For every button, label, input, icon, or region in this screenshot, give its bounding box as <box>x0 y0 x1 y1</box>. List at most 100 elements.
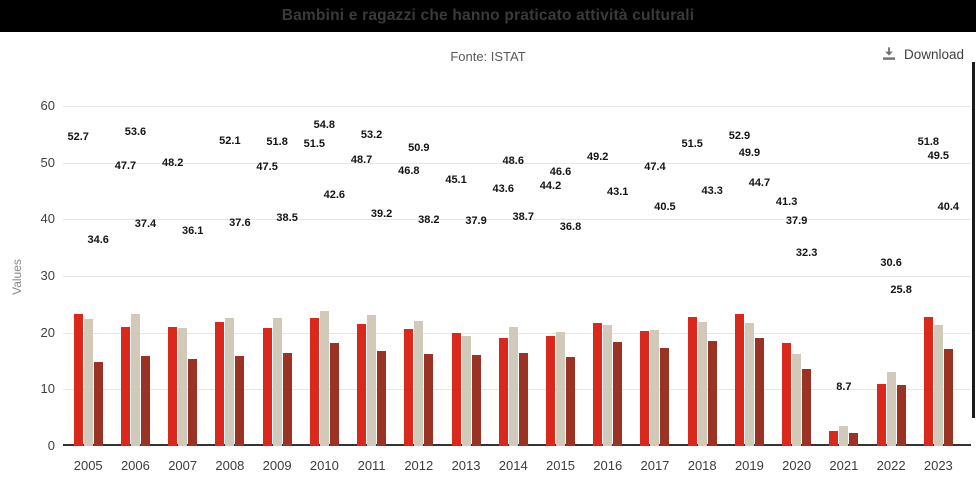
bar-series-red-2018[interactable] <box>687 316 697 446</box>
x-tick-label: 2015 <box>546 458 575 473</box>
data-label: 37.6 <box>229 216 251 229</box>
x-tick-label: 2011 <box>357 458 386 473</box>
bar-series-dark-red-2019[interactable] <box>754 338 764 446</box>
bar-series-red-2021[interactable] <box>829 431 839 446</box>
bar-series-beige-2017[interactable] <box>650 329 660 446</box>
x-tick-label: 2021 <box>829 458 859 473</box>
bar-series-beige-2019[interactable] <box>744 323 754 446</box>
data-label: 38.2 <box>418 213 440 226</box>
bar-series-dark-red-2007[interactable] <box>188 359 198 446</box>
data-label: 37.9 <box>785 215 808 228</box>
x-tick-label: 2018 <box>687 458 717 473</box>
y-tick-label: 60 <box>40 98 55 113</box>
bar-series-red-2009[interactable] <box>262 328 272 446</box>
data-label: 36.8 <box>559 221 582 234</box>
x-tick-label: 2022 <box>876 458 906 473</box>
bar-series-red-2017[interactable] <box>640 330 650 446</box>
bar-series-beige-2010[interactable] <box>319 311 329 446</box>
bar-series-dark-red-2009[interactable] <box>282 353 292 446</box>
x-tick-label: 2020 <box>782 458 812 473</box>
data-label: 52.7 <box>67 131 89 144</box>
bar-series-red-2020[interactable] <box>782 342 792 446</box>
bar-series-red-2012[interactable] <box>404 329 414 446</box>
gridline-50 <box>63 162 971 164</box>
bar-series-dark-red-2011[interactable] <box>377 350 387 446</box>
bar-series-dark-red-2005[interactable] <box>93 362 103 446</box>
bar-series-red-2014[interactable] <box>498 337 508 446</box>
data-label: 46.8 <box>398 164 420 177</box>
x-tick-label: 2010 <box>309 458 339 473</box>
data-label: 51.8 <box>266 136 288 149</box>
data-label: 47.7 <box>114 159 137 172</box>
bar-series-red-2007[interactable] <box>168 327 178 446</box>
data-label: 38.7 <box>512 210 534 223</box>
gridline-40 <box>63 219 971 221</box>
bar-series-dark-red-2021[interactable] <box>849 432 859 446</box>
bar-series-dark-red-2017[interactable] <box>660 347 670 446</box>
bar-series-beige-2023[interactable] <box>933 325 943 446</box>
x-tick-label: 2014 <box>498 458 528 473</box>
bar-series-beige-2021[interactable] <box>839 426 849 446</box>
bar-series-dark-red-2006[interactable] <box>140 355 150 446</box>
bar-series-red-2016[interactable] <box>593 323 603 446</box>
x-tick-label: 2007 <box>168 458 198 473</box>
bar-series-dark-red-2010[interactable] <box>329 342 339 446</box>
bar-series-beige-2014[interactable] <box>508 327 518 446</box>
bar-series-beige-2011[interactable] <box>367 315 377 446</box>
download-button[interactable]: Download <box>875 42 970 66</box>
data-label: 44.2 <box>539 179 562 192</box>
scrollbar[interactable] <box>972 62 975 418</box>
bar-series-beige-2013[interactable] <box>461 336 471 446</box>
download-label: Download <box>903 46 964 62</box>
bar-series-dark-red-2016[interactable] <box>613 342 623 446</box>
bar-series-red-2013[interactable] <box>451 333 461 446</box>
bar-series-red-2008[interactable] <box>215 321 225 446</box>
data-label: 43.3 <box>701 184 723 197</box>
bar-series-dark-red-2018[interactable] <box>707 341 717 446</box>
bar-series-beige-2005[interactable] <box>83 319 93 446</box>
bar-series-red-2019[interactable] <box>734 313 744 446</box>
data-label: 25.8 <box>890 283 912 296</box>
bar-series-beige-2008[interactable] <box>225 317 235 446</box>
download-icon <box>882 47 895 60</box>
x-tick-label: 2016 <box>593 458 623 473</box>
data-label: 38.5 <box>276 211 298 224</box>
bar-series-beige-2007[interactable] <box>178 328 188 446</box>
bar-series-beige-2020[interactable] <box>792 353 802 446</box>
bar-series-red-2005[interactable] <box>73 313 83 446</box>
bar-series-red-2023[interactable] <box>923 316 933 446</box>
data-label: 47.4 <box>644 161 666 174</box>
bar-series-red-2015[interactable] <box>546 336 555 446</box>
bar-series-beige-2006[interactable] <box>130 313 140 446</box>
data-label: 49.5 <box>927 149 950 162</box>
gridline-60 <box>63 106 971 107</box>
data-label: 39.2 <box>370 207 393 220</box>
bar-series-beige-2009[interactable] <box>272 317 282 446</box>
data-label: 40.4 <box>937 201 960 214</box>
data-label: 47.5 <box>256 160 278 173</box>
bar-series-dark-red-2013[interactable] <box>471 355 481 446</box>
bar-series-beige-2012[interactable] <box>414 321 424 446</box>
data-label: 48.6 <box>502 154 524 167</box>
chart-source-label: Fonte: ISTAT <box>450 49 526 64</box>
bar-series-dark-red-2022[interactable] <box>896 384 906 446</box>
bar-series-dark-red-2012[interactable] <box>424 354 434 446</box>
bar-series-beige-2015[interactable] <box>556 332 565 446</box>
data-label: 48.2 <box>161 156 184 169</box>
bar-series-dark-red-2008[interactable] <box>235 355 245 446</box>
bar-series-red-2011[interactable] <box>357 324 367 446</box>
data-label: 53.6 <box>124 126 147 139</box>
bar-series-dark-red-2023[interactable] <box>943 349 953 446</box>
bar-series-beige-2018[interactable] <box>697 321 707 446</box>
bar-series-red-2022[interactable] <box>876 384 886 446</box>
bar-series-red-2010[interactable] <box>309 317 319 446</box>
bar-series-beige-2016[interactable] <box>603 325 613 446</box>
data-label: 51.5 <box>681 138 703 151</box>
bar-series-beige-2022[interactable] <box>886 371 896 446</box>
bar-series-dark-red-2014[interactable] <box>518 352 528 446</box>
bar-series-red-2006[interactable] <box>120 327 130 446</box>
y-tick-label: 0 <box>47 438 55 453</box>
bar-series-dark-red-2015[interactable] <box>566 357 575 446</box>
bar-series-dark-red-2020[interactable] <box>802 368 812 446</box>
x-tick-label: 2012 <box>404 458 434 473</box>
